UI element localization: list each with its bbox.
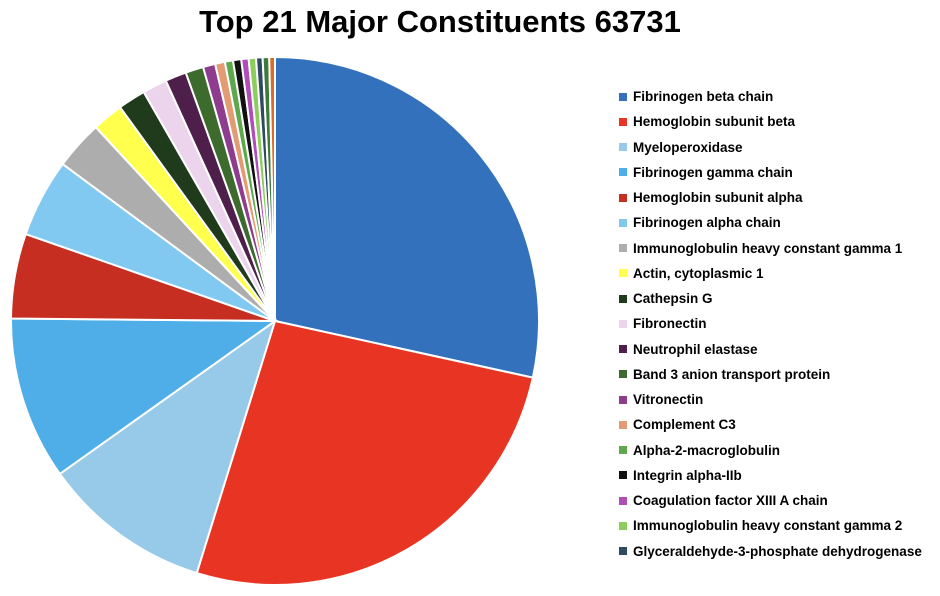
- legend-item: Myeloperoxidase: [619, 135, 937, 160]
- legend-item: Immunoglobulin heavy constant gamma 1: [619, 236, 937, 261]
- legend-swatch: [619, 471, 627, 480]
- legend-label: Cathepsin G: [633, 291, 713, 307]
- legend-swatch: [619, 319, 627, 328]
- pie-slice-21: [268, 55, 276, 322]
- legend-swatch: [619, 143, 627, 152]
- legend-label: Coagulation factor XIII A chain: [633, 493, 828, 509]
- legend-label: Fibronectin: [633, 316, 707, 332]
- legend-item: Complement C3: [619, 412, 937, 437]
- legend-item: Integrin alpha-IIb: [619, 463, 937, 488]
- legend-item: Fibrinogen alpha chain: [619, 210, 937, 235]
- legend-item: Hemoglobin subunit beta: [619, 109, 937, 134]
- legend-swatch: [619, 92, 627, 101]
- legend-label: Band 3 anion transport protein: [633, 366, 831, 382]
- legend-swatch: [619, 547, 627, 556]
- pie-slice-1: [274, 55, 540, 379]
- legend-label: Complement C3: [633, 417, 736, 433]
- legend-swatch: [619, 370, 627, 379]
- legend-swatch: [619, 420, 627, 429]
- legend-label: Integrin alpha-IIb: [633, 467, 742, 483]
- legend-label: Vitronectin: [633, 392, 704, 408]
- legend-label: Fibrinogen gamma chain: [633, 164, 793, 180]
- legend-label: Actin, cytoplasmic 1: [633, 265, 764, 281]
- legend-swatch: [619, 521, 627, 530]
- legend-swatch: [619, 168, 627, 177]
- legend-label: Fibrinogen alpha chain: [633, 215, 781, 231]
- chart-title: Top 21 Major Constituents 63731: [199, 4, 681, 39]
- legend-label: Glyceraldehyde-3-phosphate dehydrogenase: [633, 543, 922, 559]
- legend-label: Fibrinogen beta chain: [633, 89, 774, 105]
- legend-swatch: [619, 446, 627, 455]
- legend-item: Fibrinogen gamma chain: [619, 160, 937, 185]
- legend-item: Band 3 anion transport protein: [619, 362, 937, 387]
- legend-swatch: [619, 117, 627, 126]
- legend-item: Immunoglobulin heavy constant gamma 2: [619, 513, 937, 538]
- legend-item: Glyceraldehyde-3-phosphate dehydrogenase: [619, 539, 937, 564]
- legend-label: Neutrophil elastase: [633, 341, 758, 357]
- legend-swatch: [619, 294, 627, 303]
- legend-swatch: [619, 496, 627, 505]
- pie-slices: [10, 55, 540, 587]
- pie-slice-4: [10, 317, 279, 476]
- legend-item: Fibrinogen beta chain: [619, 84, 937, 109]
- legend-label: Immunoglobulin heavy constant gamma 2: [633, 518, 903, 534]
- legend-label: Myeloperoxidase: [633, 139, 743, 155]
- legend-swatch: [619, 395, 627, 404]
- legend-item: Coagulation factor XIII A chain: [619, 488, 937, 513]
- legend-item: Fibronectin: [619, 311, 937, 336]
- legend-label: Alpha-2-macroglobulin: [633, 442, 781, 458]
- legend-item: Actin, cytoplasmic 1: [619, 261, 937, 286]
- legend-swatch: [619, 218, 627, 227]
- legend-swatch: [619, 269, 627, 278]
- legend-swatch: [619, 345, 627, 354]
- legend-label: Hemoglobin subunit alpha: [633, 190, 803, 206]
- legend-item: Alpha-2-macroglobulin: [619, 438, 937, 463]
- legend-label: Immunoglobulin heavy constant gamma 1: [633, 240, 903, 256]
- legend-item: Cathepsin G: [619, 286, 937, 311]
- legend-label: Hemoglobin subunit beta: [633, 114, 795, 130]
- pie-slice-2: [195, 319, 535, 587]
- pie-slice-3: [58, 318, 277, 575]
- legend-swatch: [619, 244, 627, 253]
- legend-item: Neutrophil elastase: [619, 337, 937, 362]
- legend-swatch: [619, 193, 627, 202]
- legend: Fibrinogen beta chain Hemoglobin subunit …: [619, 84, 937, 564]
- legend-item: Hemoglobin subunit alpha: [619, 185, 937, 210]
- legend-item: Vitronectin: [619, 387, 937, 412]
